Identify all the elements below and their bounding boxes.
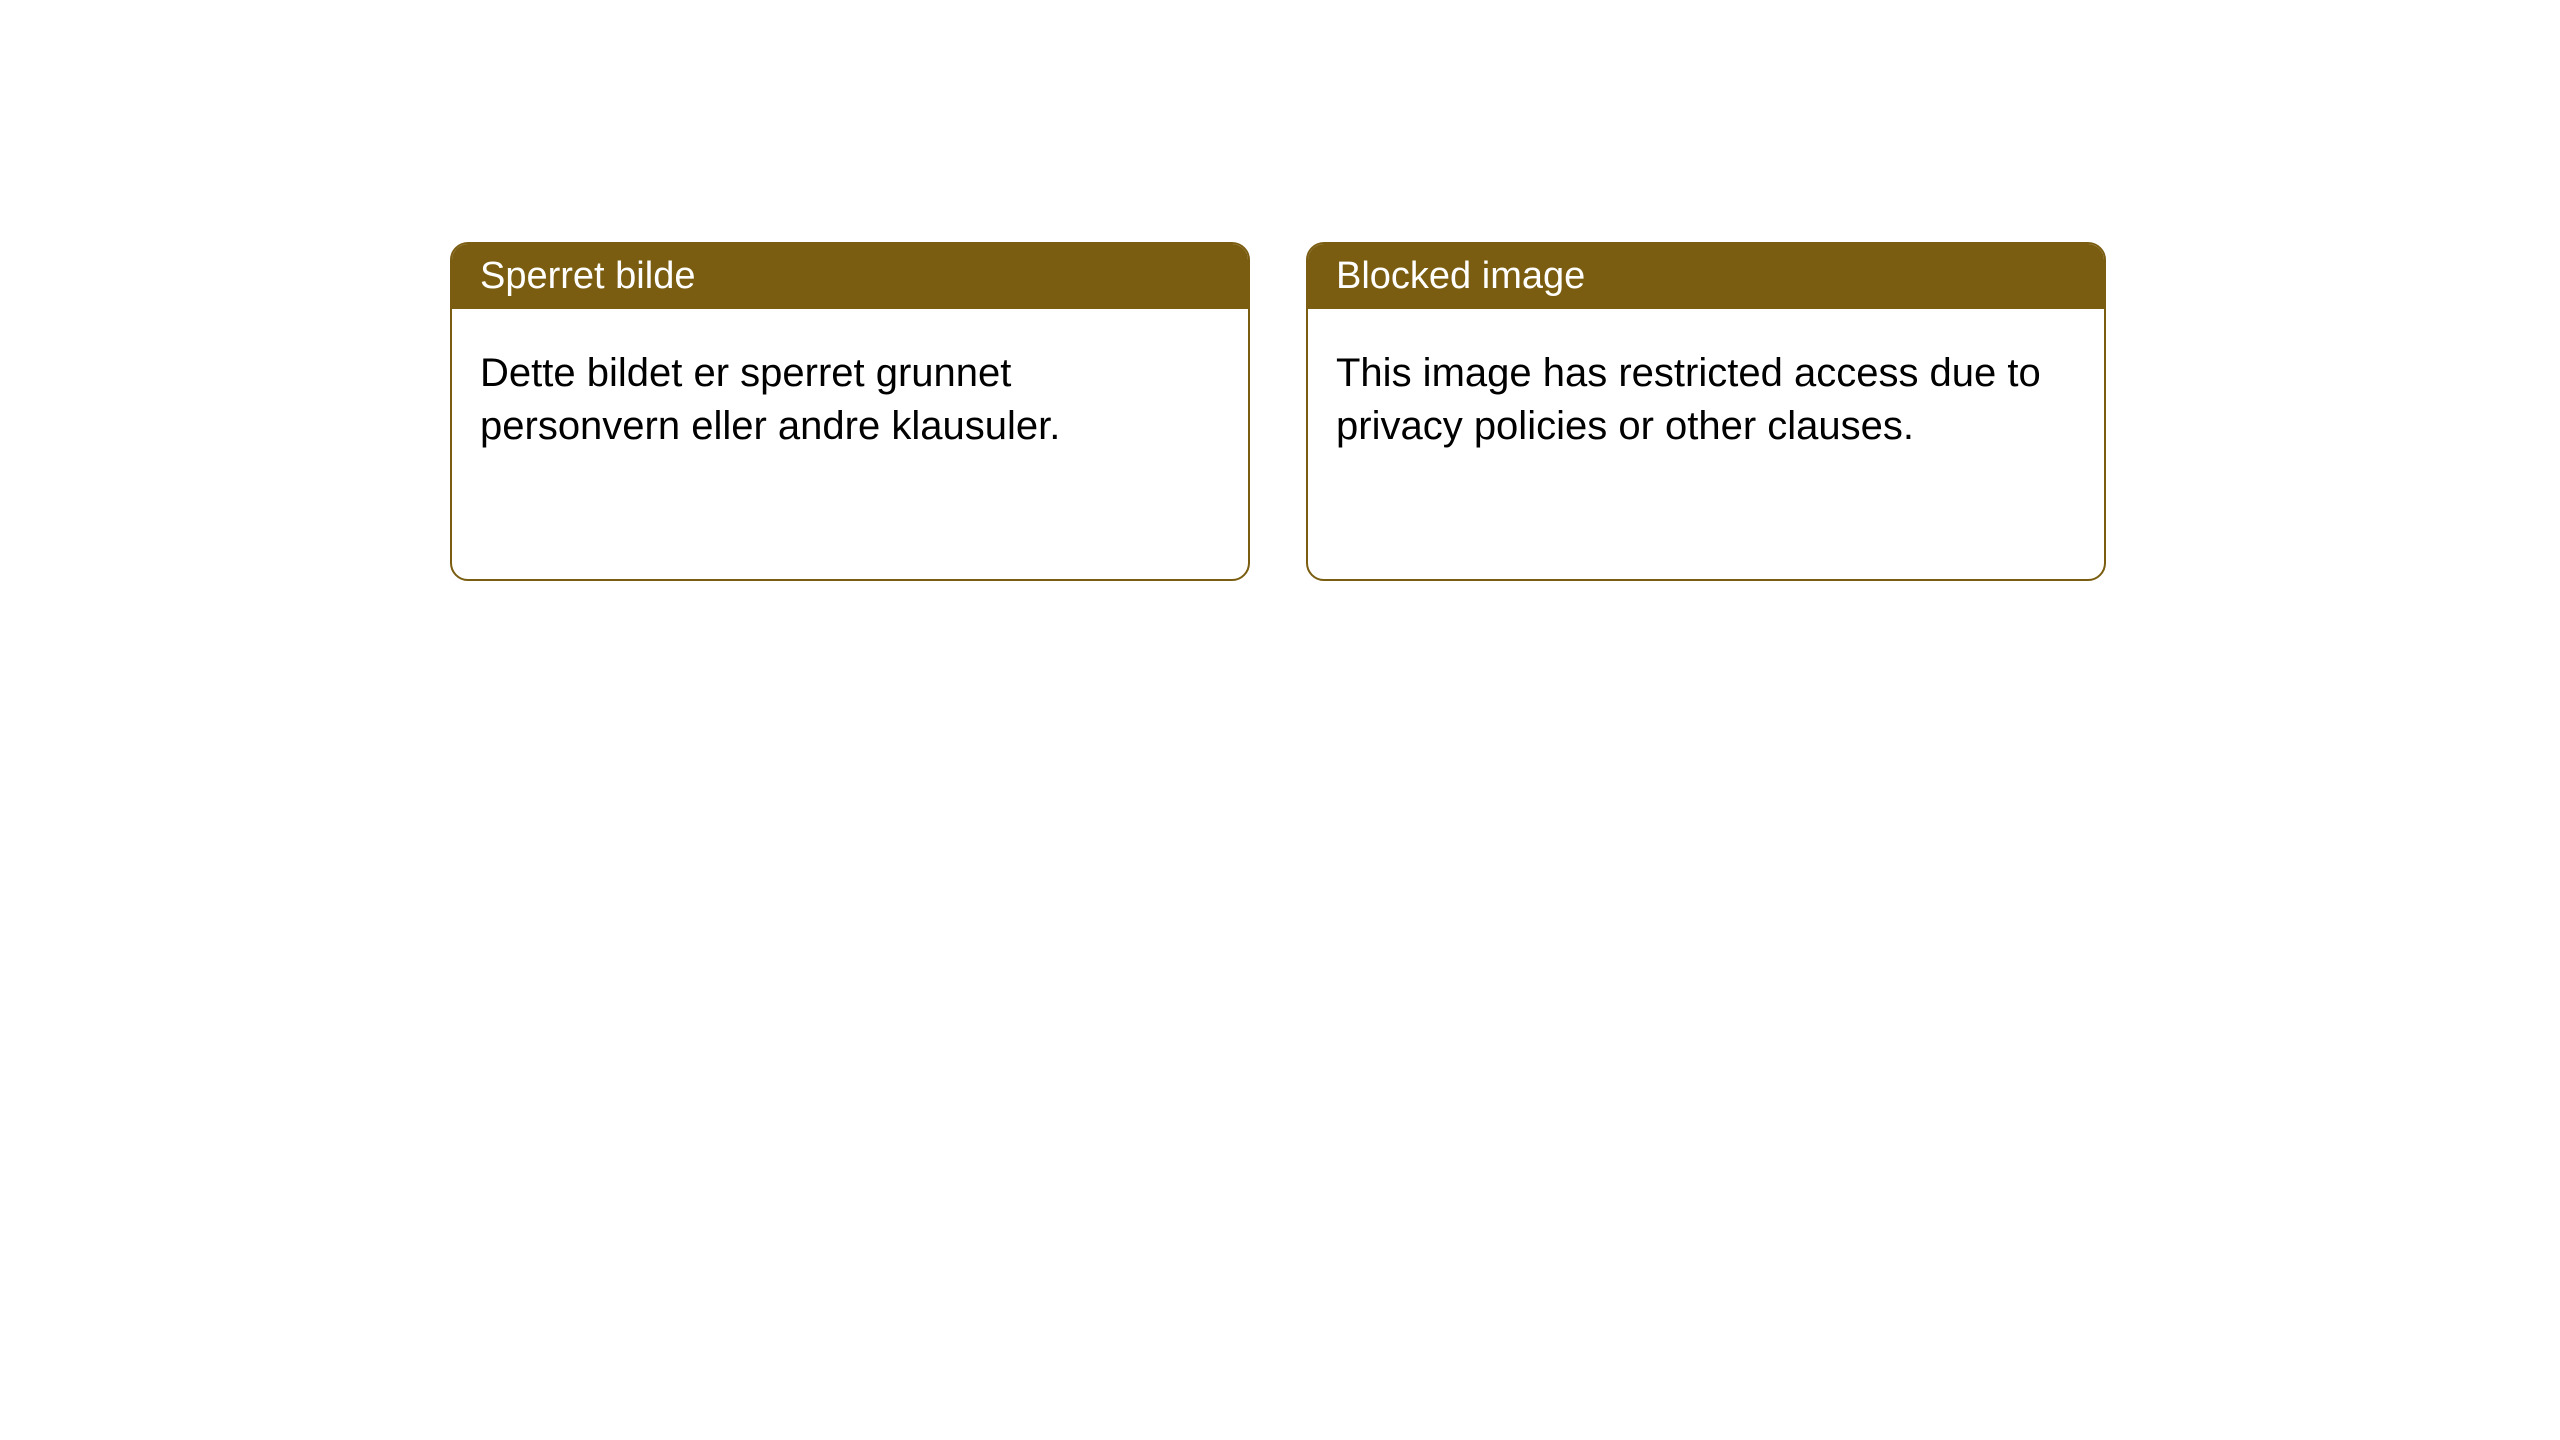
card-title: Blocked image — [1336, 255, 1585, 297]
card-title: Sperret bilde — [480, 255, 695, 297]
card-body: This image has restricted access due to … — [1308, 309, 2104, 579]
card-body-text: Dette bildet er sperret grunnet personve… — [480, 351, 1060, 448]
card-header: Sperret bilde — [452, 244, 1248, 309]
card-body-text: This image has restricted access due to … — [1336, 351, 2041, 448]
card-body: Dette bildet er sperret grunnet personve… — [452, 309, 1248, 579]
card-container: Sperret bilde Dette bildet er sperret gr… — [0, 0, 2560, 581]
card-header: Blocked image — [1308, 244, 2104, 309]
blocked-image-card-en: Blocked image This image has restricted … — [1306, 242, 2106, 581]
blocked-image-card-no: Sperret bilde Dette bildet er sperret gr… — [450, 242, 1250, 581]
